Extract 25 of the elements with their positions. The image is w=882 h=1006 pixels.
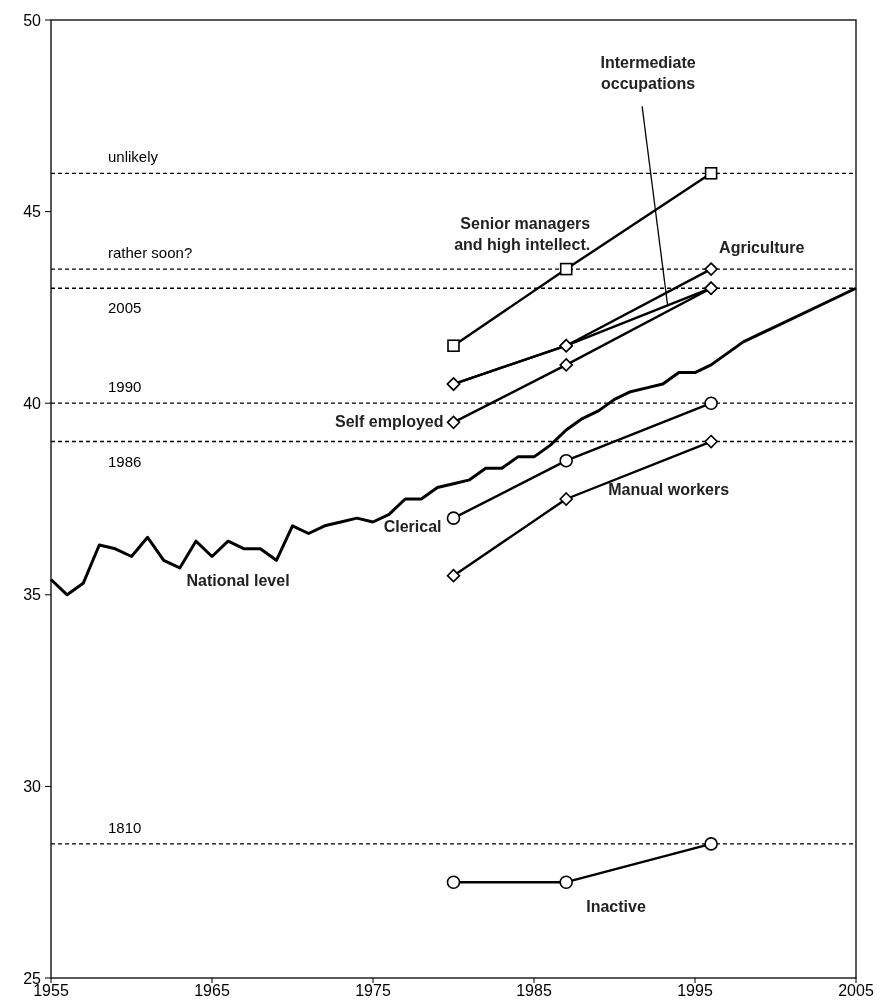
annotation: 2005 [108, 299, 142, 317]
y-tick-label: 35 [23, 586, 42, 604]
ref-line-label: rather soon? [108, 244, 193, 262]
text: Intermediate occupations [600, 54, 696, 93]
series-label: Senior managers and high intellect. [454, 215, 591, 254]
x-tick-label: 1955 [33, 982, 69, 999]
y-tick-label: 50 [23, 11, 42, 29]
x-tick-label: 1975 [355, 982, 391, 999]
series-label: Inactive [586, 898, 646, 916]
y-tick-label: 30 [23, 778, 42, 795]
series-label: National level [186, 572, 290, 590]
x-tick-label: 1985 [516, 982, 552, 999]
series-label: Manual workers [608, 481, 730, 498]
x-tick-label: 2005 [838, 982, 874, 999]
y-tick-label: 40 [23, 394, 42, 412]
series-label: Self employed [335, 413, 444, 431]
x-tick-label: 1965 [194, 982, 230, 999]
annotation: 1990 [108, 378, 142, 396]
x-tick-label: 1995 [677, 982, 713, 999]
annotation: 1986 [108, 452, 142, 470]
ref-line-label: unlikely [108, 148, 159, 166]
annotation: 1810 [108, 818, 142, 836]
series-label: Agriculture [719, 239, 805, 257]
y-tick-label: 45 [23, 203, 42, 221]
series-label: Clerical [383, 518, 442, 536]
